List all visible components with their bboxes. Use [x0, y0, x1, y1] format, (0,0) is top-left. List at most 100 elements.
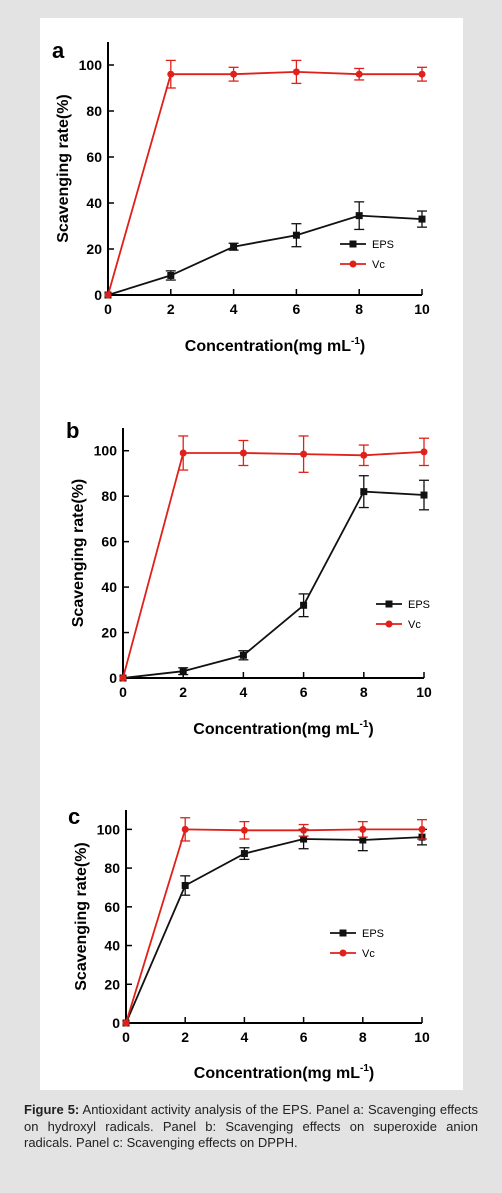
x-tick-label: 8: [359, 1029, 367, 1045]
data-point-vc: [418, 825, 426, 833]
y-tick-label: 0: [109, 670, 117, 686]
series-eps: [119, 475, 429, 682]
series-eps: [122, 828, 427, 1027]
legend-entry-vc: Vc: [330, 948, 375, 960]
y-tick-label: 40: [86, 195, 102, 211]
data-point-eps: [179, 667, 187, 675]
legend-entry-vc: Vc: [340, 259, 385, 271]
y-tick-label: 20: [104, 976, 120, 992]
legend-marker-eps: [349, 240, 357, 248]
series-vc: [119, 435, 429, 682]
legend-marker-vc: [385, 620, 393, 628]
y-tick-label: 100: [97, 821, 121, 837]
legend-marker-vc: [349, 260, 357, 268]
legend-entry-eps: EPS: [330, 928, 384, 940]
data-point-eps: [418, 215, 426, 223]
data-point-eps: [167, 271, 175, 279]
data-point-eps: [420, 491, 428, 499]
legend-entry-vc: Vc: [376, 619, 421, 631]
chart-panel-b: b 0 20 40 60 80 100 0 2 4 6 8 10 Scavenging rate(%) Co…: [66, 418, 432, 738]
data-point-vc: [359, 825, 367, 833]
chart-panel-c: c 0 20 40 60 80 100 0 2 4 6 8 10 Scavenging rate(%) Co…: [68, 804, 430, 1082]
data-point-vc: [355, 70, 363, 78]
data-point-eps: [355, 212, 363, 220]
x-tick-label: 4: [241, 1029, 249, 1045]
x-tick-label: 10: [416, 684, 432, 700]
data-point-vc: [181, 825, 189, 833]
legend-label: Vc: [408, 619, 421, 631]
panel-label: a: [52, 38, 65, 63]
data-point-vc: [104, 291, 112, 299]
data-point-eps: [359, 836, 367, 844]
x-tick-label: 10: [414, 301, 430, 317]
series-line-eps: [107, 214, 423, 296]
legend-label: EPS: [408, 599, 430, 611]
y-tick-label: 100: [94, 443, 118, 459]
series-eps: [104, 201, 427, 299]
y-axis-label: Scavenging rate(%): [55, 94, 72, 242]
data-point-eps: [181, 882, 189, 890]
legend-label: EPS: [362, 928, 384, 940]
data-point-vc: [418, 70, 426, 78]
y-tick-label: 80: [101, 488, 117, 504]
series-line-eps: [125, 836, 423, 1024]
x-tick-label: 6: [293, 301, 301, 317]
data-point-vc: [167, 70, 175, 78]
data-point-vc: [179, 449, 187, 457]
panel-label: b: [66, 418, 79, 443]
y-tick-label: 40: [101, 579, 117, 595]
legend-marker-vc: [339, 949, 347, 957]
data-point-eps: [230, 243, 238, 251]
plot-area: a 0 20 40 60 80 100 0 2 4 6 8 10 Scavenging rate(%) Co…: [40, 18, 463, 1090]
figure-caption: Figure 5: Antioxidant activity analysis …: [24, 1102, 478, 1152]
data-point-vc: [300, 826, 308, 834]
y-axis-label: Scavenging rate(%): [73, 842, 90, 990]
y-tick-label: 20: [86, 241, 102, 257]
x-tick-label: 2: [167, 301, 175, 317]
data-point-vc: [360, 451, 368, 459]
data-point-eps: [240, 850, 248, 858]
x-tick-label: 0: [122, 1029, 130, 1045]
data-point-vc: [240, 826, 248, 834]
x-tick-label: 4: [230, 301, 238, 317]
x-tick-label: 2: [179, 684, 187, 700]
series-line-vc: [122, 451, 425, 679]
data-point-vc: [239, 449, 247, 457]
data-point-eps: [300, 601, 308, 609]
x-axis-label: Concentration(mg mL-1): [194, 1063, 374, 1082]
x-tick-label: 0: [104, 301, 112, 317]
x-tick-label: 0: [119, 684, 127, 700]
data-point-vc: [119, 674, 127, 682]
legend-marker-eps: [339, 929, 347, 937]
data-point-vc: [292, 68, 300, 76]
series-line-vc: [107, 70, 422, 296]
series-vc: [122, 817, 427, 1027]
y-tick-label: 60: [86, 149, 102, 165]
legend-label: Vc: [372, 259, 385, 271]
data-point-vc: [122, 1019, 130, 1027]
caption-label: Figure 5:: [24, 1102, 80, 1117]
y-tick-label: 40: [104, 938, 120, 954]
data-point-vc: [300, 450, 308, 458]
y-tick-label: 0: [112, 1015, 120, 1031]
caption-text: Antioxidant activity analysis of the EPS…: [24, 1102, 478, 1150]
series-vc: [104, 59, 427, 299]
y-tick-label: 60: [104, 899, 120, 915]
data-point-vc: [230, 70, 238, 78]
data-point-eps: [239, 651, 247, 659]
x-tick-label: 8: [360, 684, 368, 700]
legend-label: EPS: [372, 239, 394, 251]
data-point-eps: [300, 835, 308, 843]
data-point-vc: [420, 448, 428, 456]
legend-entry-eps: EPS: [376, 599, 430, 611]
y-tick-label: 100: [79, 57, 103, 73]
series-line-vc: [125, 828, 422, 1024]
x-tick-label: 4: [240, 684, 248, 700]
x-tick-label: 6: [300, 1029, 308, 1045]
legend-label: Vc: [362, 948, 375, 960]
data-point-eps: [292, 231, 300, 239]
y-tick-label: 80: [86, 103, 102, 119]
series-line-eps: [122, 490, 425, 679]
